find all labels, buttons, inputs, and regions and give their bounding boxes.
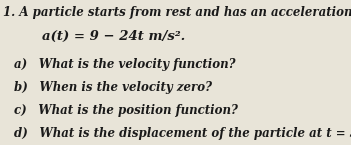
- Text: b) When is the velocity zero?: b) When is the velocity zero?: [14, 81, 212, 94]
- Text: d) What is the displacement of the particle at t = 3?: d) What is the displacement of the parti…: [14, 127, 351, 139]
- Text: a) What is the velocity function?: a) What is the velocity function?: [14, 58, 235, 71]
- Text: c) What is the position function?: c) What is the position function?: [14, 104, 238, 117]
- Text: 1. A particle starts from rest and has an acceleration function,: 1. A particle starts from rest and has a…: [4, 6, 351, 19]
- Text: a(t) = 9 − 24t m/s².: a(t) = 9 − 24t m/s².: [42, 30, 185, 43]
